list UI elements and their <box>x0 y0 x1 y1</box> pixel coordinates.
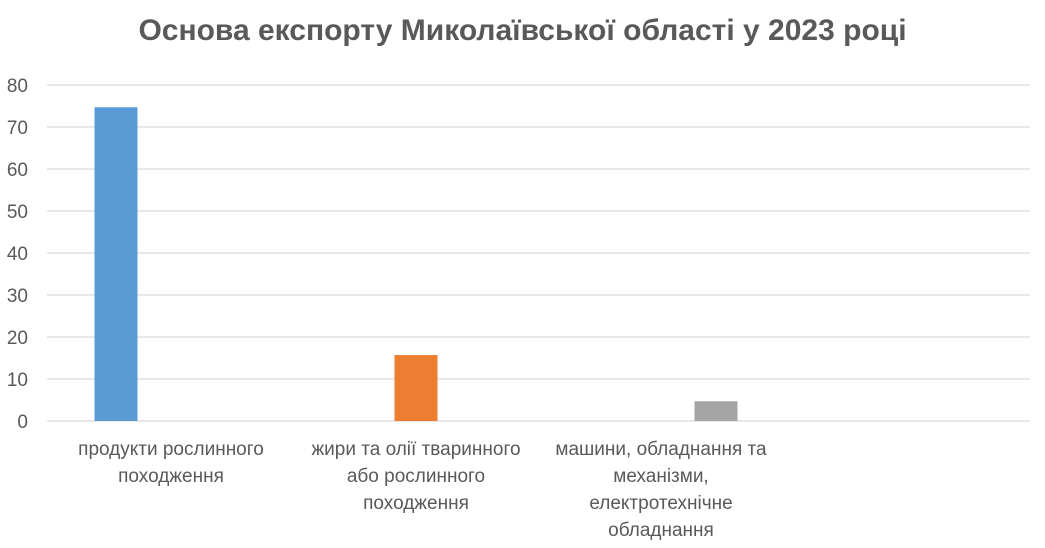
bars <box>94 107 738 421</box>
y-tick-label: 30 <box>7 286 28 307</box>
y-tick-label: 70 <box>7 118 28 139</box>
bar-1 <box>94 107 138 421</box>
y-axis-ticks: 0 10 20 30 40 50 60 70 80 <box>7 76 28 433</box>
x-category-label: продукти рослинного походження <box>51 436 291 490</box>
x-category-label-line: або рослинного <box>346 466 486 487</box>
bar-2 <box>394 355 438 421</box>
x-category-label-line: електротехнічне <box>589 493 733 514</box>
x-category-label-line: механізми, <box>613 466 709 487</box>
x-category-label: машини, обладнання та механізми, електроте… <box>541 436 781 544</box>
bar-3 <box>694 401 738 421</box>
y-tick-label: 80 <box>7 76 28 97</box>
x-category-label-line: продукти рослинного <box>78 439 264 460</box>
x-category-label-line: жири та олії тваринного <box>311 439 521 460</box>
x-category-label: жири та олії тваринного або рослинного пох… <box>296 436 536 517</box>
gridlines <box>47 84 1030 422</box>
chart-title: Основа експорту Миколаївської області у … <box>138 14 907 47</box>
x-category-label-line: походження <box>118 466 224 487</box>
x-category-label-line: обладнання <box>608 520 714 541</box>
y-tick-label: 10 <box>7 370 28 391</box>
y-tick-label: 20 <box>7 328 28 349</box>
x-category-label-line: походження <box>363 493 469 514</box>
y-tick-label: 50 <box>7 202 28 223</box>
x-category-label-line: машини, обладнання та <box>555 439 767 460</box>
y-tick-label: 40 <box>7 244 28 265</box>
y-tick-label: 60 <box>7 160 28 181</box>
y-tick-label: 0 <box>17 412 28 433</box>
